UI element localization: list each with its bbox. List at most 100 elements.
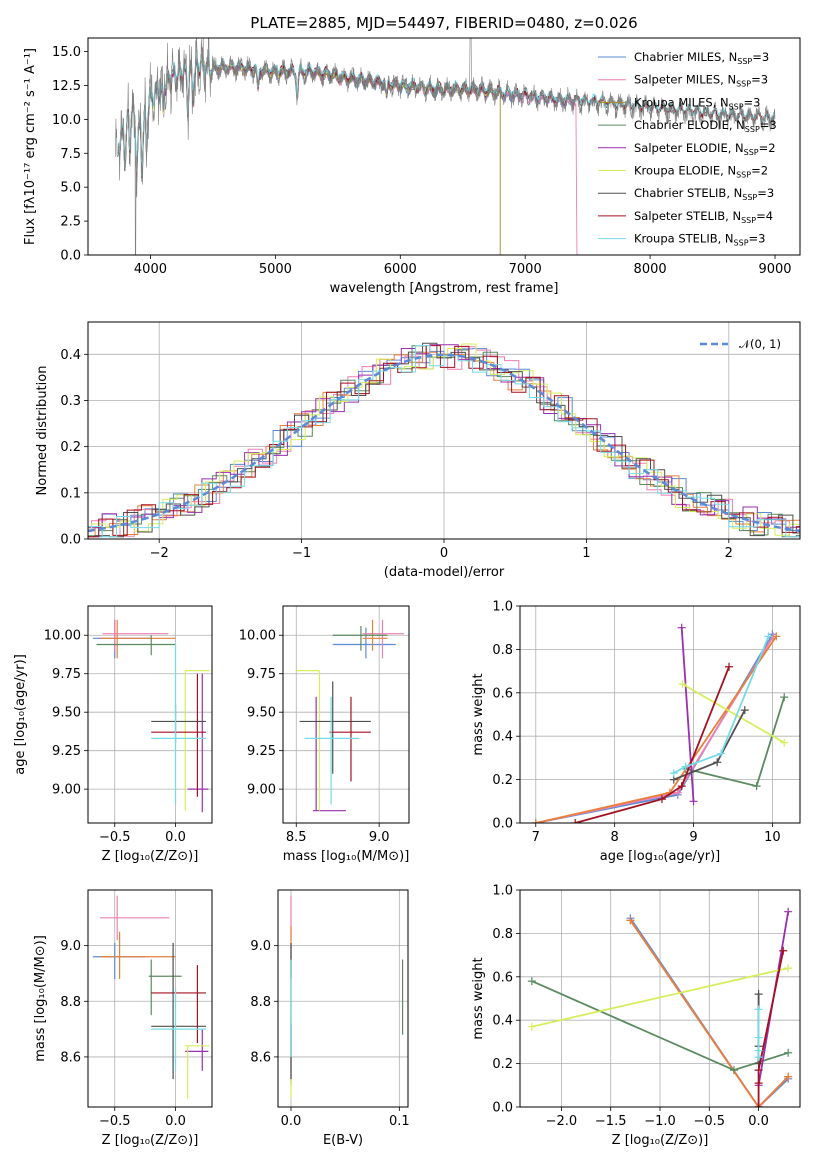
weight-point [677, 782, 686, 791]
legend-entry: Chabrier MILES, NSSP=3 [634, 50, 769, 66]
x-axis-label: wavelength [Angstrom, rest frame] [330, 281, 559, 296]
x-tick-label: 9 [689, 830, 697, 845]
residual-histogram-salpeter_stelib [88, 345, 800, 538]
y-axis-label: age [log₁₀(age/yr)] [13, 654, 28, 775]
x-tick-label: −2 [150, 546, 169, 561]
y-tick-label: 8.6 [60, 1050, 81, 1065]
axes-frame [519, 889, 801, 1108]
y-tick-label: 9.75 [247, 667, 276, 682]
x-tick-label: 8000 [634, 262, 667, 277]
weight-point [784, 1072, 793, 1081]
plot-area-age_vs_z [92, 619, 210, 813]
weight-point [780, 693, 789, 702]
x-axis-label: E(B-V) [323, 1133, 363, 1148]
legend-subscript: SSP [736, 80, 751, 89]
x-tick-label: 5000 [259, 262, 292, 277]
y-tick-label: 10.00 [44, 629, 81, 644]
weight-line-orange [535, 635, 778, 823]
x-tick-label: 0.0 [281, 1114, 302, 1129]
y-tick-label: 8.8 [250, 995, 271, 1010]
y-tick-label: 0.6 [492, 686, 513, 701]
y-tick-label: 12.5 [52, 79, 81, 94]
axes-age_vs_mass: 8.5 9.0 9.00 9.25 9.50 9.75 10.00 mass [log₁₀(M… [239, 605, 410, 864]
x-tick-label: −0.5 [99, 1114, 131, 1129]
weight-point [779, 946, 788, 955]
observed-spectrum [115, 38, 776, 255]
weight-point [527, 977, 536, 986]
weight-point [626, 916, 635, 925]
weight-line-chabrier_elodie [685, 696, 786, 788]
legend-suffix: =4 [756, 209, 773, 223]
y-tick-label: 9.25 [52, 744, 81, 759]
weight-point [740, 706, 749, 715]
weight-point [717, 749, 726, 758]
axes-frame [87, 889, 213, 1108]
x-tick-label: 0.0 [165, 830, 186, 845]
residual-histogram-salpeter_miles [88, 346, 800, 538]
weight-point [754, 990, 763, 999]
legend-label: Kroupa STELIB, N [634, 232, 734, 246]
axes-frame [277, 889, 409, 1108]
x-axis-label: Z [log₁₀(Z/Z⊙)] [102, 849, 199, 864]
legend-suffix: =3 [752, 50, 769, 64]
y-tick-label: 2.5 [60, 215, 81, 230]
y-tick-label: 0.2 [492, 773, 513, 788]
legend-entry: Salpeter STELIB, NSSP=4 [634, 209, 773, 225]
weight-point [689, 797, 698, 806]
y-tick-label: 9.50 [247, 706, 276, 721]
weight-point [754, 1005, 763, 1014]
axes-mass_vs_ebv: 0.0 0.1 8.6 8.8 9.0 E(B-V) [250, 889, 410, 1148]
x-tick-label: −0.5 [99, 830, 131, 845]
weight-point [713, 758, 722, 767]
legend-suffix: =3 [751, 73, 768, 87]
legend-label: Salpeter ELODIE, N [634, 141, 744, 155]
y-tick-label: 9.00 [247, 783, 276, 798]
y-tick-label: 9.00 [52, 783, 81, 798]
y-axis-label: mass weight [471, 673, 486, 755]
legend-suffix: =3 [757, 186, 774, 200]
plot-area-spectrum [115, 38, 776, 255]
x-tick-label: 1 [582, 546, 590, 561]
weight-point [754, 1066, 763, 1075]
weight-point [772, 632, 781, 641]
axes-frame [87, 37, 801, 256]
weight-line-salpeter_stelib [574, 666, 730, 823]
weight-point [657, 795, 666, 804]
weight-point [752, 782, 761, 791]
axes-weight_vs_z: −2.0 −1.5 −1.0 −0.5 0.0 0.0 0.2 0.4 0.6 0.8 1.0 Z [… [471, 884, 801, 1148]
weight-point [677, 623, 686, 632]
x-axis-label: (data-model)/error [384, 565, 505, 580]
y-tick-label: 1.0 [492, 884, 513, 899]
y-tick-label: 0.4 [492, 730, 513, 745]
y-tick-label: 10.00 [239, 629, 276, 644]
x-tick-label: 7000 [509, 262, 542, 277]
y-axis-label: Flux [fλ10⁻¹⁷ erg cm⁻² s⁻¹ A⁻¹] [23, 48, 38, 245]
legend-entry: Chabrier STELIB, NSSP=3 [634, 186, 774, 202]
y-tick-label: 0.0 [492, 1101, 513, 1116]
residual-histogram-kroupa_stelib [88, 345, 800, 538]
x-tick-label: 6000 [384, 262, 417, 277]
y-tick-label: 7.5 [60, 147, 81, 162]
plot-area-weight_vs_age [531, 623, 789, 823]
x-tick-label: −1.0 [644, 1114, 676, 1129]
weight-point [780, 738, 789, 747]
axes-residuals: −2 −1 0 1 2 0.0 0.1 0.2 0.3 0.4 (data-model)/error… [35, 321, 801, 580]
y-tick-label: 0.8 [492, 927, 513, 942]
legend: Chabrier MILES, NSSP=3 Salpeter MILES, NS… [598, 50, 777, 248]
y-tick-label: 0.4 [60, 348, 81, 363]
legend-entry: 𝒩(0, 1) [739, 337, 781, 351]
residual-histogram-orange [88, 351, 800, 538]
plot-area-age_vs_mass [296, 619, 405, 812]
legend-suffix: =3 [760, 118, 777, 132]
legend-subscript: SSP [736, 171, 751, 180]
legend-entry: Kroupa STELIB, NSSP=3 [634, 232, 765, 248]
legend-entry: Salpeter MILES, NSSP=3 [634, 73, 768, 89]
weight-point [681, 762, 690, 771]
weight-point [784, 1048, 793, 1057]
x-tick-label: −1 [292, 546, 311, 561]
weight-point [754, 1103, 763, 1107]
x-axis-label: Z [log₁₀(Z/Z⊙)] [102, 1133, 199, 1148]
x-tick-label: 4000 [134, 262, 167, 277]
chart-title: PLATE=2885, MJD=54497, FIBERID=0480, z=0… [250, 14, 637, 32]
axes-mass_vs_z: −0.5 0.0 8.6 8.8 9.0 Z [log₁₀(Z/Z⊙)] mass [log… [33, 889, 213, 1148]
